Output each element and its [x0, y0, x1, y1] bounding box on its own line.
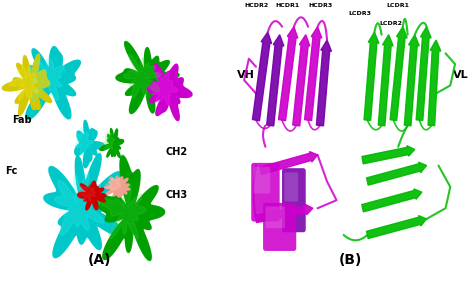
FancyBboxPatch shape — [254, 167, 270, 194]
FancyArrow shape — [364, 32, 379, 120]
Text: VH: VH — [237, 70, 255, 80]
FancyArrow shape — [416, 27, 431, 120]
FancyArrow shape — [253, 32, 272, 121]
Text: Fab: Fab — [12, 115, 31, 125]
Polygon shape — [77, 181, 106, 210]
Polygon shape — [78, 181, 106, 210]
FancyArrow shape — [390, 27, 407, 120]
Polygon shape — [43, 153, 127, 258]
Polygon shape — [100, 132, 115, 149]
Text: LCDR3: LCDR3 — [348, 11, 372, 16]
FancyArrow shape — [378, 35, 393, 126]
Polygon shape — [75, 120, 104, 168]
FancyArrow shape — [293, 35, 310, 126]
Polygon shape — [90, 156, 164, 260]
FancyArrow shape — [260, 152, 318, 174]
Polygon shape — [146, 63, 192, 121]
Polygon shape — [115, 41, 180, 114]
Polygon shape — [74, 120, 105, 168]
FancyBboxPatch shape — [251, 163, 280, 222]
Text: (A): (A) — [88, 253, 111, 267]
FancyArrow shape — [267, 35, 284, 126]
Polygon shape — [2, 53, 52, 116]
Polygon shape — [9, 64, 38, 101]
Polygon shape — [124, 54, 162, 97]
Polygon shape — [44, 154, 126, 258]
Polygon shape — [100, 128, 124, 158]
Polygon shape — [79, 184, 96, 201]
Polygon shape — [23, 46, 81, 120]
FancyArrow shape — [279, 27, 298, 121]
Text: LCDR2: LCDR2 — [379, 21, 402, 26]
Text: HCDR1: HCDR1 — [275, 3, 299, 8]
FancyArrow shape — [362, 146, 415, 164]
Polygon shape — [100, 129, 124, 158]
FancyArrow shape — [317, 40, 331, 126]
Polygon shape — [151, 72, 178, 106]
Polygon shape — [55, 173, 104, 235]
FancyBboxPatch shape — [263, 203, 296, 251]
FancyArrow shape — [255, 204, 313, 223]
Polygon shape — [30, 57, 64, 101]
FancyArrow shape — [404, 35, 419, 126]
FancyBboxPatch shape — [284, 172, 298, 202]
Polygon shape — [105, 178, 120, 190]
Polygon shape — [101, 176, 146, 239]
Text: LCDR1: LCDR1 — [386, 3, 410, 8]
Text: HCDR3: HCDR3 — [308, 3, 332, 8]
Text: CH3: CH3 — [166, 189, 188, 200]
FancyArrow shape — [362, 189, 422, 212]
Polygon shape — [23, 47, 80, 119]
Polygon shape — [2, 54, 52, 115]
FancyBboxPatch shape — [265, 206, 285, 228]
Text: Fc: Fc — [5, 166, 17, 176]
FancyArrow shape — [428, 40, 441, 126]
Text: VL: VL — [453, 70, 468, 80]
Text: HCDR2: HCDR2 — [244, 3, 268, 8]
Polygon shape — [147, 64, 192, 120]
Text: CH2: CH2 — [166, 147, 188, 157]
Polygon shape — [104, 176, 130, 197]
Polygon shape — [89, 155, 165, 261]
FancyArrow shape — [305, 27, 322, 121]
FancyArrow shape — [366, 216, 427, 239]
Polygon shape — [116, 42, 179, 113]
Polygon shape — [75, 127, 93, 156]
FancyArrow shape — [366, 162, 427, 185]
FancyBboxPatch shape — [282, 168, 306, 232]
Text: (B): (B) — [339, 253, 363, 267]
Polygon shape — [104, 176, 130, 197]
